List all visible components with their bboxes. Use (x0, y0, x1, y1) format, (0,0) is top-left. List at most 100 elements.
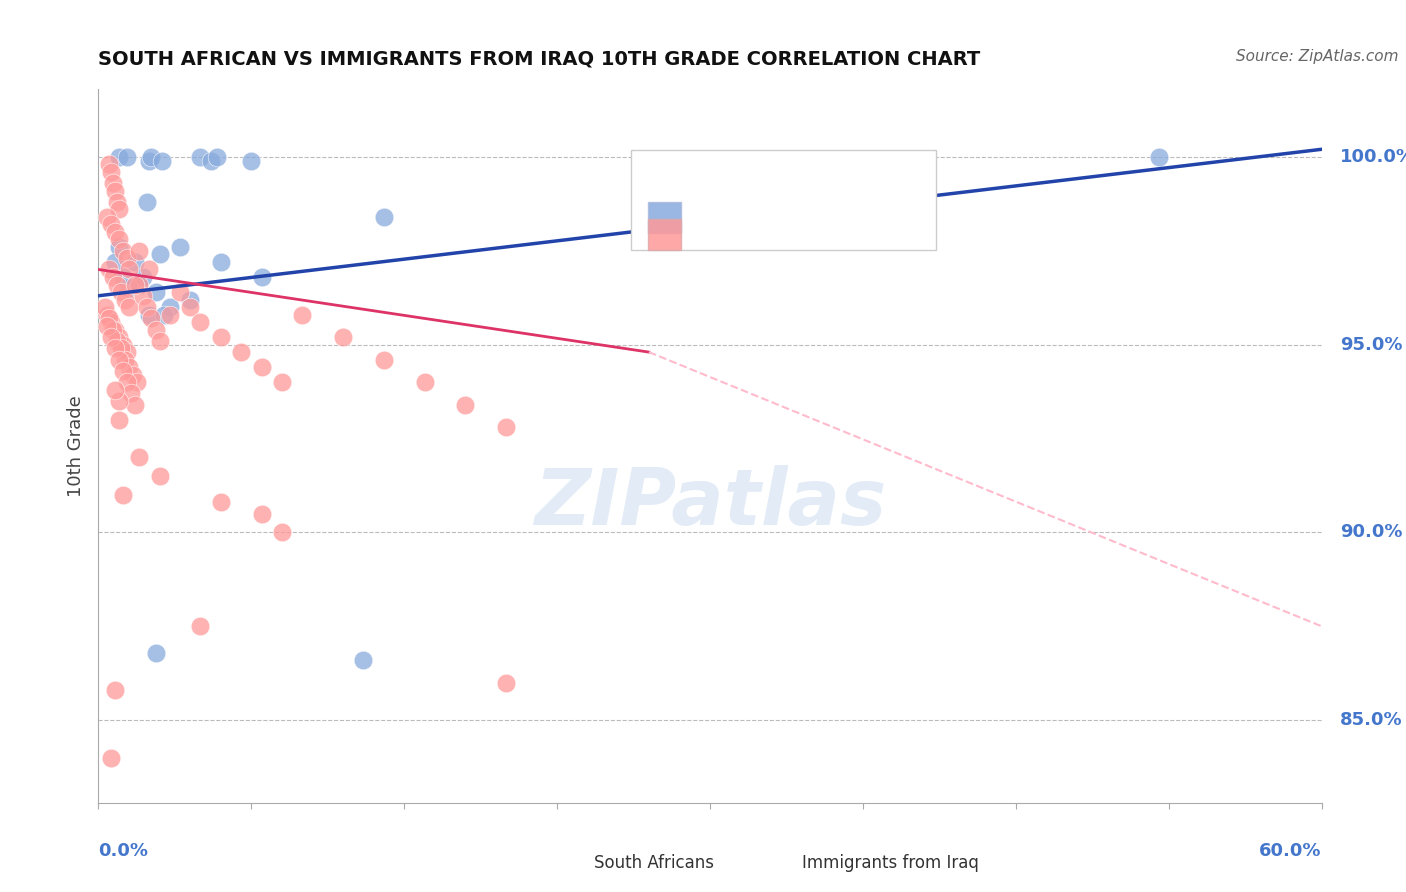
Point (149, 247, 172, 261)
FancyBboxPatch shape (648, 202, 681, 233)
Point (128, 244, 150, 258)
Point (145, 285, 167, 299)
Point (141, 150, 163, 164)
Text: 95.0%: 95.0% (1340, 335, 1403, 353)
Point (101, 270, 124, 285)
Point (114, 352, 136, 367)
Point (209, 495, 232, 509)
Point (115, 375, 138, 389)
Text: 90.0%: 90.0% (1340, 524, 1403, 541)
Point (111, 337, 134, 351)
FancyBboxPatch shape (562, 855, 586, 872)
Point (138, 153, 160, 168)
Point (115, 150, 138, 164)
Point (1147, 150, 1170, 164)
Point (179, 293, 201, 307)
Point (108, 232, 131, 246)
FancyBboxPatch shape (630, 150, 936, 250)
Point (159, 308, 181, 322)
Point (97, 311, 120, 326)
Point (209, 255, 232, 269)
Point (111, 270, 134, 285)
Point (188, 315, 212, 329)
Point (240, 153, 263, 168)
Point (120, 386, 142, 401)
FancyBboxPatch shape (770, 855, 794, 872)
Point (179, 300, 201, 314)
Point (138, 308, 160, 322)
Text: SOUTH AFRICAN VS IMMIGRANTS FROM IRAQ 10TH GRADE CORRELATION CHART: SOUTH AFRICAN VS IMMIGRANTS FROM IRAQ 10… (98, 49, 980, 68)
Point (110, 342, 132, 356)
Point (373, 210, 395, 224)
Text: 100.0%: 100.0% (1340, 148, 1406, 166)
Text: Source: ZipAtlas.com: Source: ZipAtlas.com (1236, 49, 1399, 64)
Point (332, 330, 354, 344)
Point (270, 375, 294, 389)
Point (145, 646, 167, 660)
Point (150, 153, 173, 168)
Text: 85.0%: 85.0% (1340, 711, 1403, 729)
Point (93, 300, 115, 314)
Point (145, 322, 167, 336)
Point (138, 262, 160, 277)
Point (205, 150, 228, 164)
Point (149, 469, 172, 483)
Point (108, 240, 131, 254)
Point (97, 157, 120, 171)
Point (100, 218, 122, 232)
Point (105, 194, 128, 209)
Point (111, 244, 134, 258)
Point (128, 277, 150, 292)
Point (111, 488, 134, 502)
Point (136, 194, 159, 209)
Text: R = -0.175: R = -0.175 (689, 226, 789, 244)
Point (96, 210, 118, 224)
Point (100, 315, 122, 329)
Point (104, 683, 127, 698)
Point (101, 176, 124, 190)
Text: N = 29: N = 29 (811, 209, 875, 227)
Point (104, 225, 127, 239)
Text: Immigrants from Iraq: Immigrants from Iraq (801, 855, 979, 872)
Point (495, 675, 517, 690)
Point (118, 300, 141, 314)
FancyBboxPatch shape (648, 219, 681, 251)
Point (101, 322, 124, 336)
Point (124, 398, 146, 412)
Y-axis label: 10th Grade: 10th Grade (67, 395, 86, 497)
Point (132, 270, 155, 285)
Point (136, 300, 159, 314)
Point (108, 150, 131, 164)
Point (104, 184, 127, 198)
Point (124, 255, 146, 269)
Point (122, 368, 145, 382)
Point (413, 375, 436, 389)
Point (373, 352, 395, 367)
Text: R = 0.448: R = 0.448 (689, 209, 783, 227)
Point (100, 330, 122, 344)
Text: ZIPatlas: ZIPatlas (534, 465, 886, 541)
Point (104, 383, 127, 397)
Point (169, 240, 191, 254)
Text: 0.0%: 0.0% (98, 842, 149, 860)
Point (104, 322, 127, 336)
Point (96, 318, 118, 333)
Point (115, 251, 138, 265)
Point (149, 334, 172, 348)
Point (96, 308, 118, 322)
Point (169, 285, 191, 299)
Point (231, 345, 253, 359)
Point (110, 285, 132, 299)
Point (105, 277, 128, 292)
Point (454, 398, 477, 412)
Point (141, 311, 163, 326)
Point (352, 653, 374, 667)
Point (152, 308, 174, 322)
Point (270, 525, 294, 540)
Point (128, 277, 150, 292)
Point (108, 352, 131, 367)
Text: 60.0%: 60.0% (1260, 842, 1322, 860)
Point (132, 289, 155, 303)
Point (188, 150, 212, 164)
Point (159, 300, 181, 314)
